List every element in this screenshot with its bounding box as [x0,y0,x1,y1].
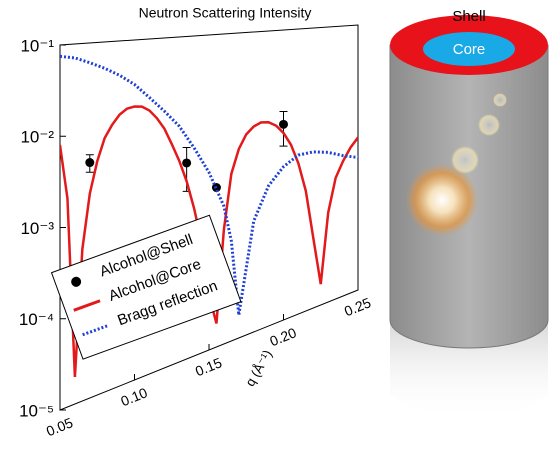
x-axis-label: q (Å⁻¹) [242,347,275,389]
flare [493,93,507,107]
chart-title: Neutron Scattering Intensity [139,5,312,21]
y-tick-label: 10⁻⁴ [19,310,54,329]
shell-label: Shell [452,8,485,25]
legend-symbol [82,323,110,337]
cylinder-diagram: Shell Core [389,8,549,420]
data-point [182,158,192,168]
legend-symbol [73,299,101,312]
x-tick-label: 0.20 [267,324,298,349]
data-point [279,119,288,129]
core-label: Core [453,41,486,58]
x-tick-label: 0.25 [342,294,373,319]
x-tick-label: 0.10 [118,384,149,409]
legend-box [50,214,242,360]
error-bar [279,111,288,147]
reflection [390,320,548,420]
y-tick-label: 10⁻⁵ [19,401,54,420]
flare [478,114,500,136]
flare [406,164,478,236]
y-tick-label: 10⁻² [20,128,54,147]
y-tick-label: 10⁻¹ [20,36,54,55]
data-point [85,158,95,168]
legend-symbol [71,276,82,287]
flare [451,146,479,174]
x-tick-label: 0.15 [193,354,224,379]
core-ellipse [423,32,515,66]
y-tick-label: 10⁻³ [20,219,54,238]
